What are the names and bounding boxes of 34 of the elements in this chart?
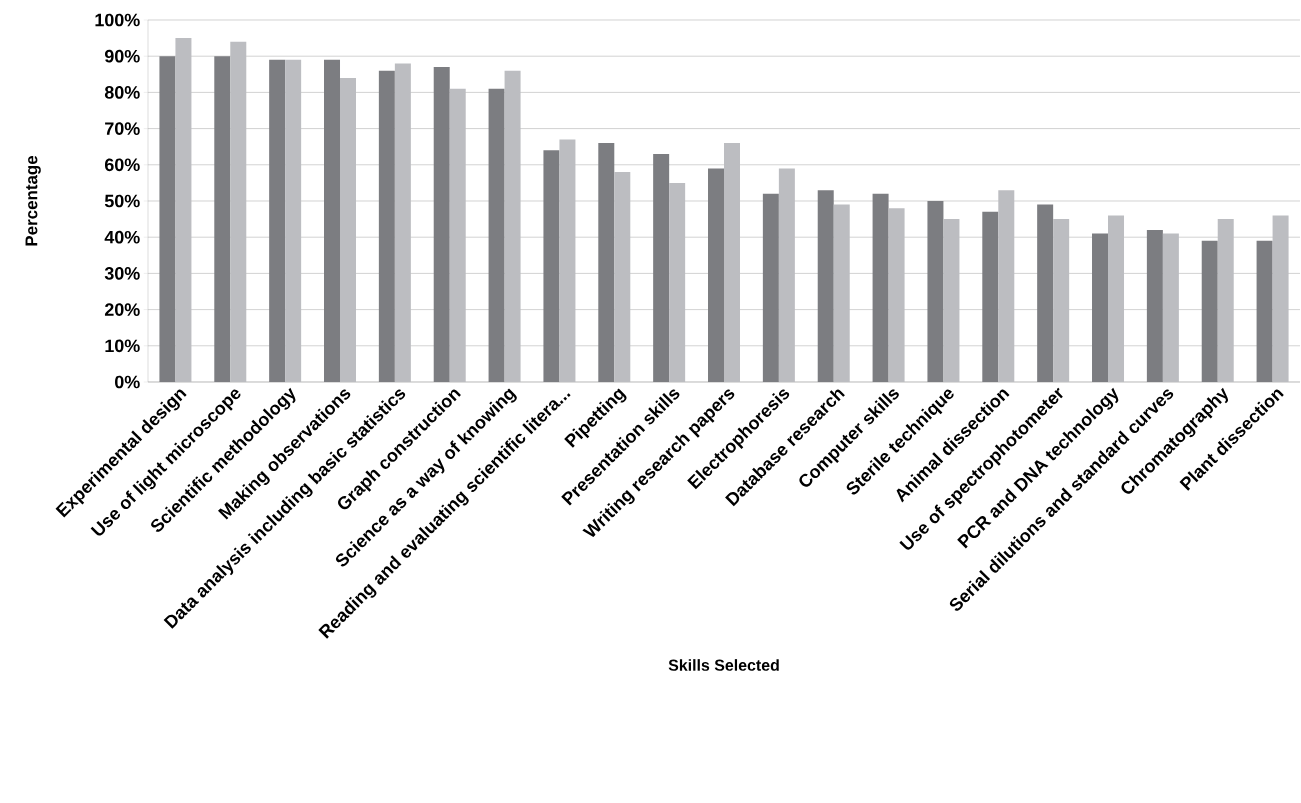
bar — [1037, 204, 1054, 382]
bar — [159, 56, 176, 382]
bar — [927, 201, 944, 382]
bar — [982, 211, 999, 382]
y-tick-label: 30% — [104, 267, 140, 280]
bar — [433, 67, 450, 382]
x-axis-title: Skills Selected — [668, 659, 779, 671]
bar — [214, 56, 231, 382]
y-tick-label: 0% — [115, 375, 140, 389]
bar — [1092, 233, 1109, 382]
y-tick-label: 40% — [104, 230, 140, 244]
bar — [653, 153, 670, 382]
bar — [378, 70, 395, 382]
y-tick-label: 20% — [104, 303, 140, 316]
y-tick-label: 60% — [104, 158, 140, 172]
y-tick-label: 90% — [104, 49, 140, 63]
bar — [324, 59, 340, 382]
bar — [817, 190, 834, 382]
bar — [872, 193, 889, 382]
bar — [1201, 240, 1218, 382]
y-tick-label: 10% — [105, 339, 140, 353]
y-tick-label: 50% — [104, 194, 140, 208]
y-tick-label: 70% — [105, 122, 140, 135]
bar — [598, 143, 615, 382]
bar — [762, 193, 779, 382]
bar — [488, 88, 505, 382]
y-tick-label: 100% — [95, 13, 140, 27]
bar — [269, 59, 286, 382]
y-axis-title: Percentage — [25, 155, 41, 246]
bar — [543, 150, 560, 382]
bar — [1256, 240, 1273, 382]
bar — [1146, 229, 1163, 382]
bar — [708, 168, 725, 382]
y-tick-label: 80% — [104, 86, 140, 99]
